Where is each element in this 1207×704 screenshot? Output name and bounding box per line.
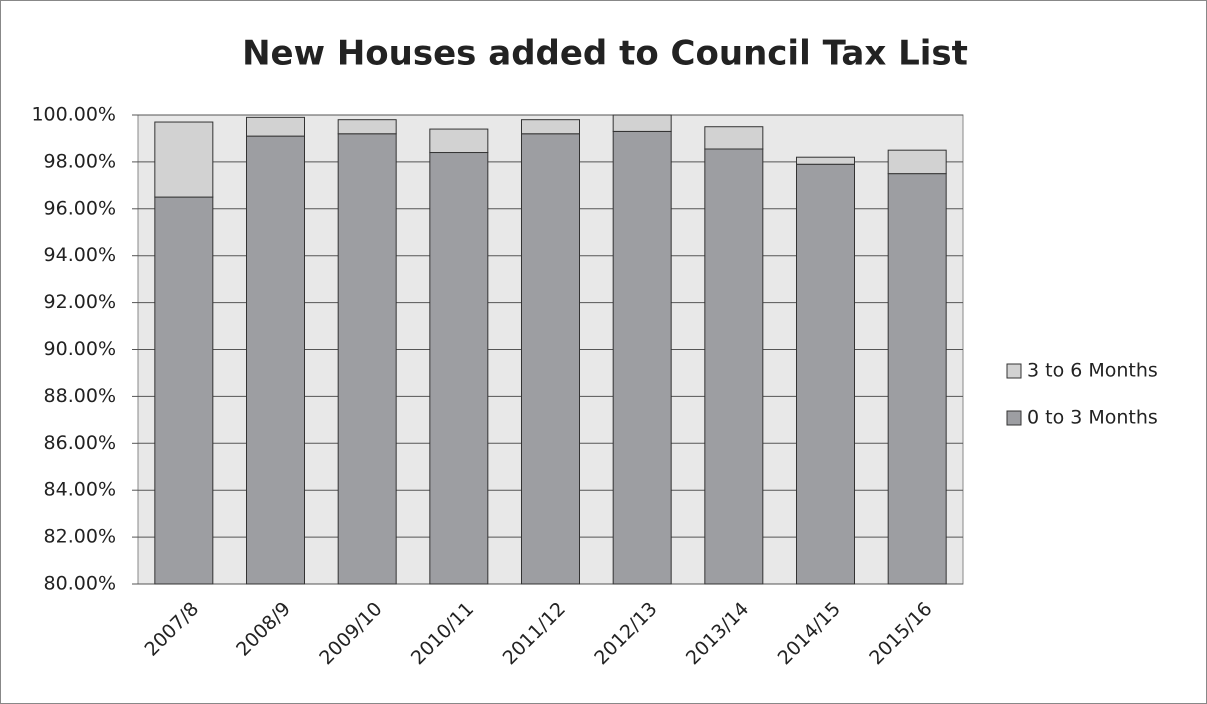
y-tick-label: 94.00%	[44, 244, 116, 266]
y-tick-label: 96.00%	[44, 197, 116, 219]
y-tick-label: 84.00%	[44, 479, 116, 501]
bar-segment	[429, 128, 489, 154]
bar-segment	[612, 130, 672, 585]
bar-segment	[337, 119, 397, 135]
bar-segment	[521, 133, 580, 585]
bar-segment	[246, 116, 305, 137]
legend-label: 0 to 3 Months	[1027, 407, 1158, 429]
chart-title: New Houses added to Council Tax List	[242, 34, 968, 74]
y-tick-label: 100.00%	[31, 104, 116, 126]
bar-segment	[796, 156, 855, 165]
bar-segment	[429, 152, 489, 585]
bar-segment	[337, 133, 397, 585]
y-tick-label: 90.00%	[44, 338, 116, 360]
y-tick-label: 88.00%	[44, 385, 116, 407]
y-tick-label: 80.00%	[44, 573, 116, 595]
bar-segment	[704, 126, 764, 150]
y-tick-label: 86.00%	[44, 432, 116, 454]
bar-segment	[246, 135, 305, 585]
legend-label: 3 to 6 Months	[1027, 360, 1158, 382]
y-tick-label: 92.00%	[44, 291, 116, 313]
bar-segment	[796, 163, 855, 585]
legend-swatch	[1006, 410, 1022, 426]
bar-segment	[154, 121, 214, 198]
y-tick-label: 82.00%	[44, 526, 116, 548]
bar-segment	[887, 173, 947, 585]
bar-segment	[612, 114, 672, 132]
bar-segment	[154, 196, 214, 585]
legend-swatch	[1006, 363, 1022, 379]
y-tick-label: 98.00%	[44, 150, 116, 172]
bar-segment	[521, 119, 580, 135]
bar-segment	[887, 149, 947, 175]
bar-segment	[704, 148, 764, 585]
